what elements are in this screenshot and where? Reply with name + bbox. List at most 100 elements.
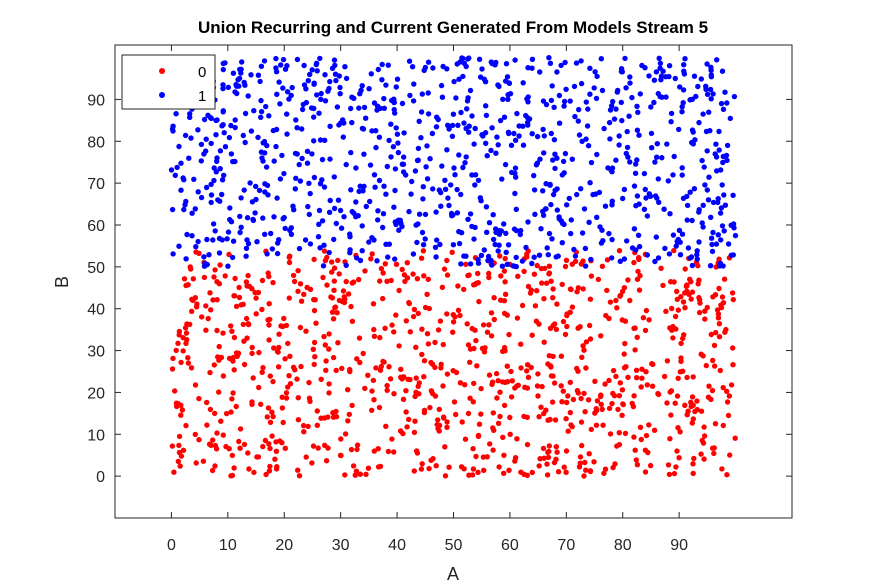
data-point-series-1: [296, 161, 302, 168]
data-point-series-0: [333, 414, 340, 420]
data-point-series-0: [350, 463, 357, 469]
data-point-series-1: [176, 243, 182, 249]
data-point-series-1: [503, 249, 509, 255]
data-point-series-1: [299, 126, 305, 132]
data-point-series-1: [725, 241, 732, 247]
data-point-series-0: [371, 333, 378, 339]
data-point-series-1: [408, 191, 414, 197]
data-point-series-1: [271, 214, 277, 220]
data-point-series-0: [295, 395, 301, 401]
data-point-series-0: [297, 281, 304, 287]
data-point-series-0: [241, 441, 248, 448]
data-point-series-0: [345, 387, 351, 393]
data-point-series-1: [424, 176, 431, 182]
data-point-series-1: [280, 85, 286, 91]
data-point-series-1: [198, 158, 204, 164]
data-point-series-0: [674, 448, 680, 454]
data-point-series-0: [295, 288, 301, 294]
data-point-series-0: [694, 406, 700, 413]
data-point-series-1: [569, 156, 575, 162]
data-point-series-1: [493, 150, 499, 156]
data-point-series-0: [469, 325, 475, 332]
data-point-series-0: [639, 366, 645, 372]
data-point-series-0: [572, 258, 579, 265]
data-point-series-1: [299, 106, 306, 113]
data-point-series-1: [210, 221, 217, 227]
data-point-series-1: [399, 161, 406, 167]
y-tick-label: 70: [87, 176, 105, 193]
data-point-series-0: [407, 329, 413, 335]
data-point-series-1: [728, 222, 734, 228]
data-point-series-1: [232, 89, 238, 95]
data-point-series-1: [708, 214, 714, 220]
data-point-series-1: [395, 149, 402, 156]
data-point-series-0: [231, 334, 238, 341]
data-point-series-0: [716, 321, 723, 327]
data-point-series-1: [307, 190, 313, 197]
data-point-series-1: [566, 195, 572, 202]
data-point-series-0: [529, 332, 535, 338]
data-point-series-1: [208, 199, 214, 206]
data-point-series-0: [439, 284, 446, 290]
data-point-series-0: [452, 314, 458, 320]
data-point-series-0: [467, 359, 473, 365]
data-point-series-0: [727, 452, 733, 458]
data-point-series-1: [629, 94, 635, 101]
data-point-series-0: [591, 459, 597, 465]
data-point-series-1: [611, 116, 618, 122]
data-point-series-1: [274, 91, 280, 98]
data-point-series-1: [700, 111, 706, 117]
data-point-series-0: [370, 301, 377, 307]
data-point-series-0: [625, 374, 631, 380]
data-point-series-0: [444, 311, 450, 317]
data-point-series-0: [682, 266, 688, 272]
data-point-series-0: [185, 360, 192, 366]
data-point-series-1: [260, 140, 266, 146]
data-point-series-1: [299, 155, 305, 162]
data-point-series-0: [287, 353, 293, 359]
data-point-series-0: [643, 307, 650, 314]
data-point-series-0: [178, 359, 184, 366]
data-point-series-1: [238, 70, 244, 76]
data-point-series-1: [555, 253, 561, 259]
data-point-series-0: [413, 344, 419, 350]
data-point-series-0: [270, 378, 276, 385]
data-point-series-1: [541, 150, 547, 156]
data-point-series-0: [684, 288, 690, 294]
data-point-series-0: [593, 422, 600, 428]
data-point-series-1: [534, 160, 540, 166]
data-point-series-0: [384, 382, 390, 389]
data-point-series-0: [563, 448, 570, 454]
data-point-series-0: [246, 321, 252, 328]
data-point-series-1: [252, 210, 258, 216]
data-point-series-1: [579, 138, 585, 144]
data-point-series-1: [704, 91, 711, 98]
data-point-series-1: [337, 84, 343, 91]
data-point-series-0: [298, 298, 305, 304]
data-point-series-0: [203, 327, 209, 333]
data-point-series-0: [438, 361, 444, 367]
data-point-series-1: [655, 255, 662, 261]
data-point-series-0: [551, 380, 558, 386]
data-point-series-1: [719, 223, 726, 229]
data-point-series-0: [426, 465, 432, 472]
data-point-series-0: [502, 291, 509, 297]
data-point-series-1: [445, 122, 451, 128]
data-point-series-1: [718, 100, 725, 107]
data-point-series-0: [524, 368, 530, 374]
data-point-series-1: [626, 113, 632, 119]
data-point-series-0: [502, 348, 508, 354]
data-point-series-0: [465, 342, 472, 348]
data-point-series-0: [240, 301, 246, 307]
data-point-series-0: [632, 347, 638, 353]
data-point-series-0: [728, 382, 735, 388]
data-point-series-0: [643, 432, 650, 439]
data-point-series-1: [497, 117, 504, 124]
data-point-series-1: [294, 125, 300, 131]
data-point-series-1: [544, 245, 550, 251]
data-point-series-0: [222, 273, 228, 279]
data-point-series-0: [266, 337, 272, 343]
data-point-series-0: [558, 383, 564, 389]
data-point-series-0: [696, 297, 703, 303]
data-point-series-1: [202, 260, 208, 267]
